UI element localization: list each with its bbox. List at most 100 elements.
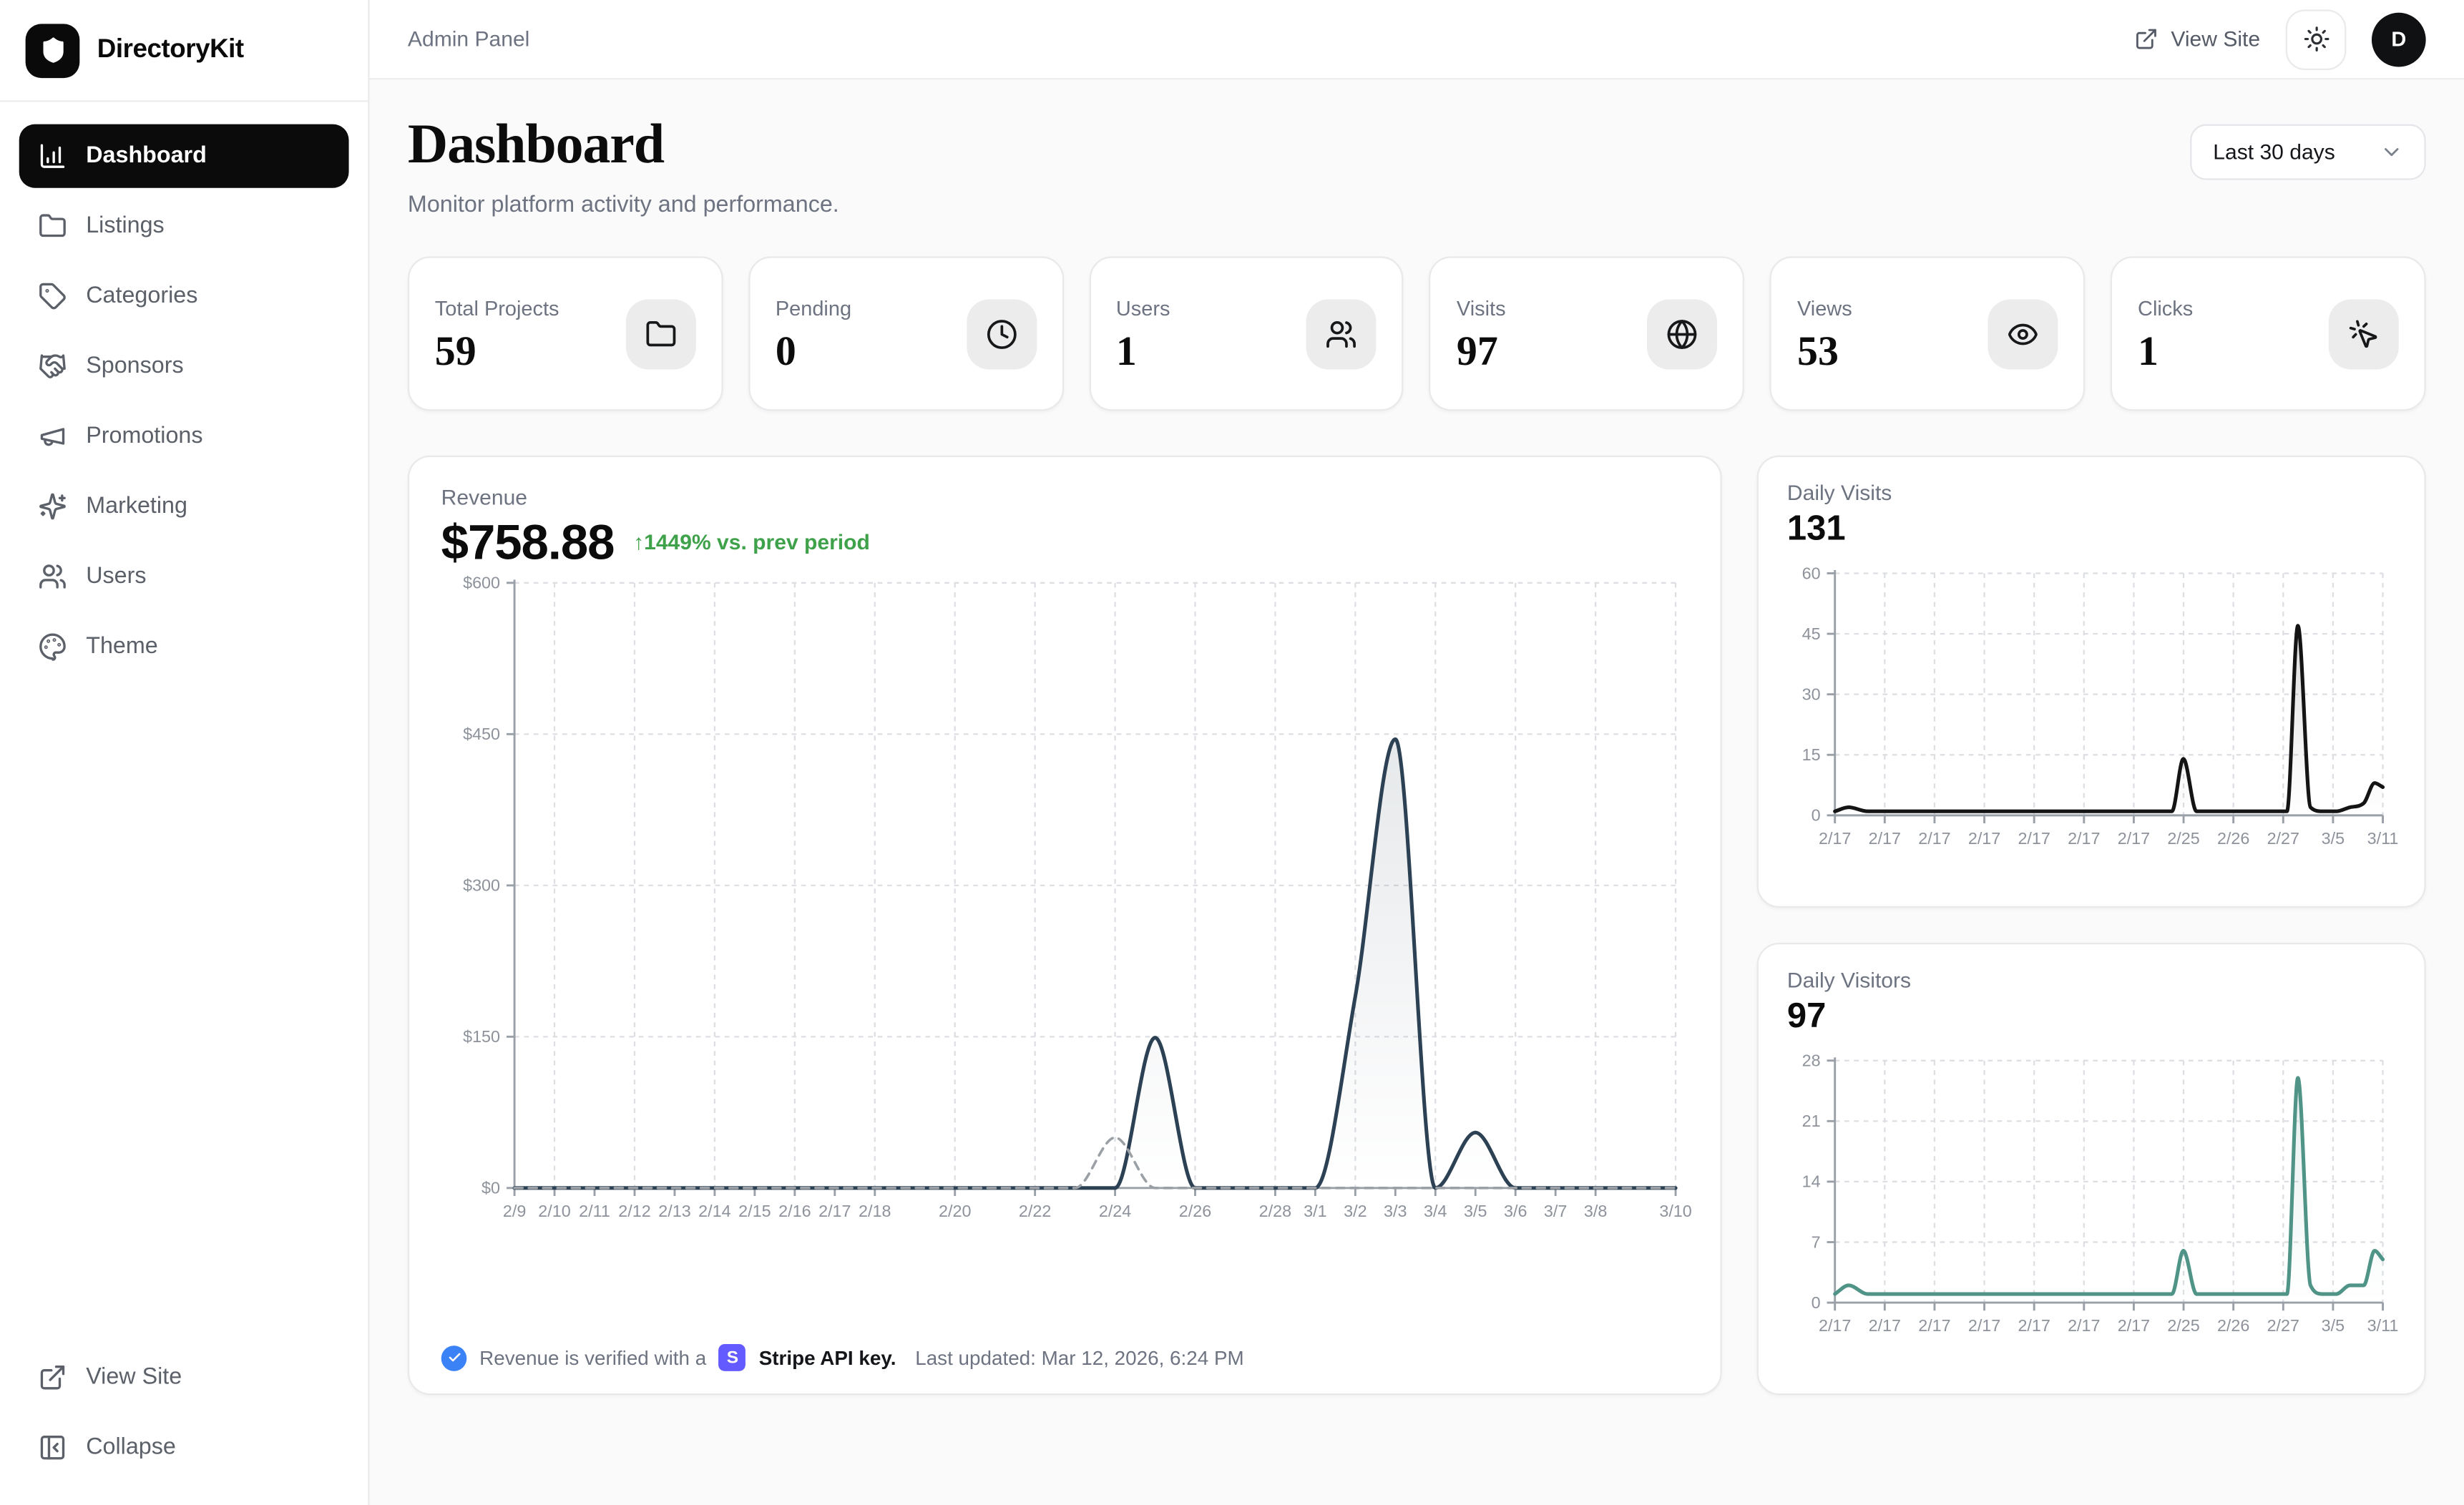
svg-text:7: 7 xyxy=(1812,1233,1821,1252)
verified-check-icon xyxy=(441,1345,467,1371)
stat-label: Clicks xyxy=(2138,295,2194,320)
palette-icon xyxy=(39,633,66,661)
svg-text:2/24: 2/24 xyxy=(1099,1202,1131,1220)
svg-text:2/17: 2/17 xyxy=(2118,1317,2150,1335)
daily-visitors-card: Daily Visitors 97 0 7 14 21 28 2/17 2/17 2/17 2/… xyxy=(1756,942,2426,1396)
daily-visitors-title: Daily Visitors xyxy=(1786,968,1912,992)
svg-text:2/17: 2/17 xyxy=(1968,829,2000,848)
main-area: Admin Panel View Site D Dashboard Last 3… xyxy=(369,0,2464,1505)
svg-text:45: 45 xyxy=(1802,624,1821,643)
revenue-delta: ↑1449% vs. prev period xyxy=(633,530,870,554)
sidebar-item-theme[interactable]: Theme xyxy=(19,614,349,678)
stat-label: Pending xyxy=(775,295,852,320)
sidebar-item-label: Theme xyxy=(86,634,158,660)
folder-icon xyxy=(646,320,675,346)
handshake-icon xyxy=(39,354,66,378)
breadcrumb: Admin Panel xyxy=(407,26,530,52)
svg-text:2/17: 2/17 xyxy=(1968,1317,2000,1335)
sidebar-item-listings[interactable]: Listings xyxy=(19,195,349,258)
view-site-label: View Site xyxy=(2171,26,2261,52)
sidebar-item-categories[interactable]: Categories xyxy=(19,265,349,328)
sidebar-nav: Dashboard Listings Categories Sponsors Promo… xyxy=(0,102,368,678)
date-range-select[interactable]: Last 30 days xyxy=(2191,124,2426,180)
topbar-actions: View Site D xyxy=(2134,9,2426,69)
stat-card-pending: Pending 0 xyxy=(748,256,1064,411)
theme-toggle-button[interactable] xyxy=(2285,9,2347,69)
stripe-logo: S xyxy=(719,1343,746,1371)
topbar: Admin Panel View Site D xyxy=(369,0,2464,80)
daily-visits-chart: 0 15 30 45 60 2/17 2/17 2/17 2/17 2/17 2/17 2/17 2/2… xyxy=(1802,564,2399,848)
sidebar-item-label: Collapse xyxy=(86,1434,176,1461)
tag-icon xyxy=(39,283,66,310)
svg-text:2/27: 2/27 xyxy=(2267,1317,2299,1335)
svg-text:2/17: 2/17 xyxy=(2018,829,2050,848)
avatar[interactable]: D xyxy=(2371,11,2426,67)
svg-text:2/17: 2/17 xyxy=(1869,1317,1901,1335)
svg-text:60: 60 xyxy=(1802,564,1821,583)
stat-icon-box xyxy=(1988,298,2058,369)
view-site-link[interactable]: View Site xyxy=(2134,27,2260,51)
stat-icon-box xyxy=(2328,298,2399,369)
revenue-footnote: Revenue is verified with a S Stripe API … xyxy=(441,1343,1688,1371)
sidebar-footer: View Site Collapse xyxy=(0,1330,368,1505)
stat-value: 97 xyxy=(1456,327,1498,374)
svg-text:$600: $600 xyxy=(463,574,500,592)
svg-text:2/17: 2/17 xyxy=(1918,829,1950,848)
stat-label: Views xyxy=(1796,295,1852,320)
svg-text:2/25: 2/25 xyxy=(2167,1317,2199,1335)
svg-text:3/5: 3/5 xyxy=(2322,1317,2345,1335)
external-link-icon xyxy=(2136,29,2156,49)
svg-text:$300: $300 xyxy=(463,876,500,895)
daily-visitors-chart: 0 7 14 21 28 2/17 2/17 2/17 2/17 2/17 2/17 2/17 2/25… xyxy=(1802,1051,2399,1335)
sidebar-item-marketing[interactable]: Marketing xyxy=(19,474,349,538)
shield-icon xyxy=(42,37,63,63)
svg-text:3/2: 3/2 xyxy=(1344,1202,1367,1220)
sidebar-item-collapse[interactable]: Collapse xyxy=(19,1416,349,1479)
svg-text:14: 14 xyxy=(1802,1172,1821,1191)
eye-icon xyxy=(2008,323,2038,345)
stat-icon-box xyxy=(1306,298,1377,369)
chart-column-icon xyxy=(40,144,65,168)
svg-text:2/27: 2/27 xyxy=(2267,829,2299,848)
stat-value: 1 xyxy=(1115,327,1137,374)
svg-text:3/11: 3/11 xyxy=(2367,1317,2399,1335)
svg-text:2/13: 2/13 xyxy=(658,1202,690,1220)
svg-text:$150: $150 xyxy=(463,1027,500,1046)
stat-label: Total Projects xyxy=(434,295,559,320)
sidebar-item-label: Categories xyxy=(86,283,198,309)
last-updated-text: Last updated: Mar 12, 2026, 6:24 PM xyxy=(915,1346,1244,1369)
svg-text:$0: $0 xyxy=(481,1179,500,1197)
sidebar-item-view-site[interactable]: View Site xyxy=(19,1345,349,1409)
svg-text:3/3: 3/3 xyxy=(1384,1202,1407,1220)
stat-value: 59 xyxy=(434,327,476,374)
sparkles-icon xyxy=(39,493,66,520)
stat-card-clicks: Clicks 1 xyxy=(2111,256,2426,411)
page-content: Dashboard Last 30 days Monitor platform … xyxy=(369,79,2464,1505)
svg-text:2/12: 2/12 xyxy=(618,1202,650,1220)
sidebar-item-sponsors[interactable]: Sponsors xyxy=(19,335,349,398)
date-range-value: Last 30 days xyxy=(2213,139,2335,165)
revenue-chart: $0 $150 $300 $450 $600 2/9 2/10 2/11 2/12 2/13 2/1… xyxy=(463,574,1692,1220)
sidebar-item-label: Marketing xyxy=(86,494,187,519)
sidebar-item-label: Users xyxy=(86,564,147,589)
svg-text:2/15: 2/15 xyxy=(738,1202,771,1220)
svg-text:2/18: 2/18 xyxy=(859,1202,891,1220)
stat-label: Visits xyxy=(1456,295,1506,320)
pointer-click-icon xyxy=(2349,319,2377,347)
svg-text:2/25: 2/25 xyxy=(2167,829,2199,848)
daily-visits-title: Daily Visits xyxy=(1786,481,1892,505)
svg-text:3/5: 3/5 xyxy=(1464,1202,1487,1220)
folder-icon xyxy=(39,214,66,237)
users-icon xyxy=(39,564,66,589)
sun-icon xyxy=(2303,26,2329,52)
sidebar: DirectoryKit Dashboard Listings Categories… xyxy=(0,0,370,1505)
svg-text:2/17: 2/17 xyxy=(2018,1317,2050,1335)
revenue-card: Revenue $758.88 ↑1449% vs. prev period $… xyxy=(407,455,1722,1396)
svg-text:2/17: 2/17 xyxy=(1819,829,1851,848)
sidebar-item-promotions[interactable]: Promotions xyxy=(19,404,349,468)
sidebar-item-dashboard[interactable]: Dashboard xyxy=(19,124,349,188)
sidebar-item-users[interactable]: Users xyxy=(19,544,349,608)
svg-text:3/7: 3/7 xyxy=(1544,1202,1567,1220)
stat-value: 53 xyxy=(1796,327,1839,374)
svg-text:15: 15 xyxy=(1802,745,1821,764)
